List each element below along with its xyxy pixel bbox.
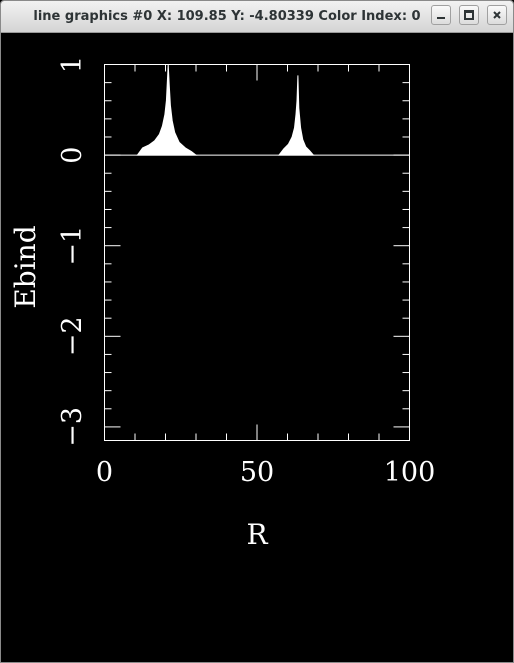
maximize-button[interactable] bbox=[459, 5, 479, 25]
y-tick-label: 1 bbox=[57, 56, 88, 73]
close-button[interactable] bbox=[487, 5, 507, 25]
x-tick-label: 100 bbox=[384, 457, 436, 488]
y-tick-label: −3 bbox=[57, 407, 88, 447]
y-axis-label: Ebind bbox=[9, 225, 42, 308]
maximize-icon bbox=[464, 10, 474, 20]
chart: 0 50 100 −3 −2 −1 0 1 R Ebind bbox=[9, 56, 436, 551]
y-tick-label: −2 bbox=[57, 316, 88, 356]
minimize-button[interactable] bbox=[431, 5, 451, 25]
title-bar[interactable]: line graphics #0 X: 109.85 Y: -4.80339 C… bbox=[1, 1, 513, 33]
x-tick-label: 50 bbox=[240, 457, 274, 488]
x-axis-label: R bbox=[246, 518, 268, 551]
y-tick-label: −1 bbox=[57, 226, 88, 266]
y-tick-label: 0 bbox=[57, 147, 88, 164]
series-peak-2 bbox=[277, 75, 315, 156]
plot-canvas[interactable]: 0 50 100 −3 −2 −1 0 1 R Ebind bbox=[1, 33, 513, 662]
close-icon bbox=[493, 11, 501, 19]
series-peak-1 bbox=[136, 64, 198, 156]
plot-frame bbox=[104, 64, 410, 441]
minimize-icon bbox=[437, 17, 445, 19]
x-tick-label: 0 bbox=[96, 457, 113, 488]
window-title: line graphics #0 X: 109.85 Y: -4.80339 C… bbox=[33, 9, 421, 24]
